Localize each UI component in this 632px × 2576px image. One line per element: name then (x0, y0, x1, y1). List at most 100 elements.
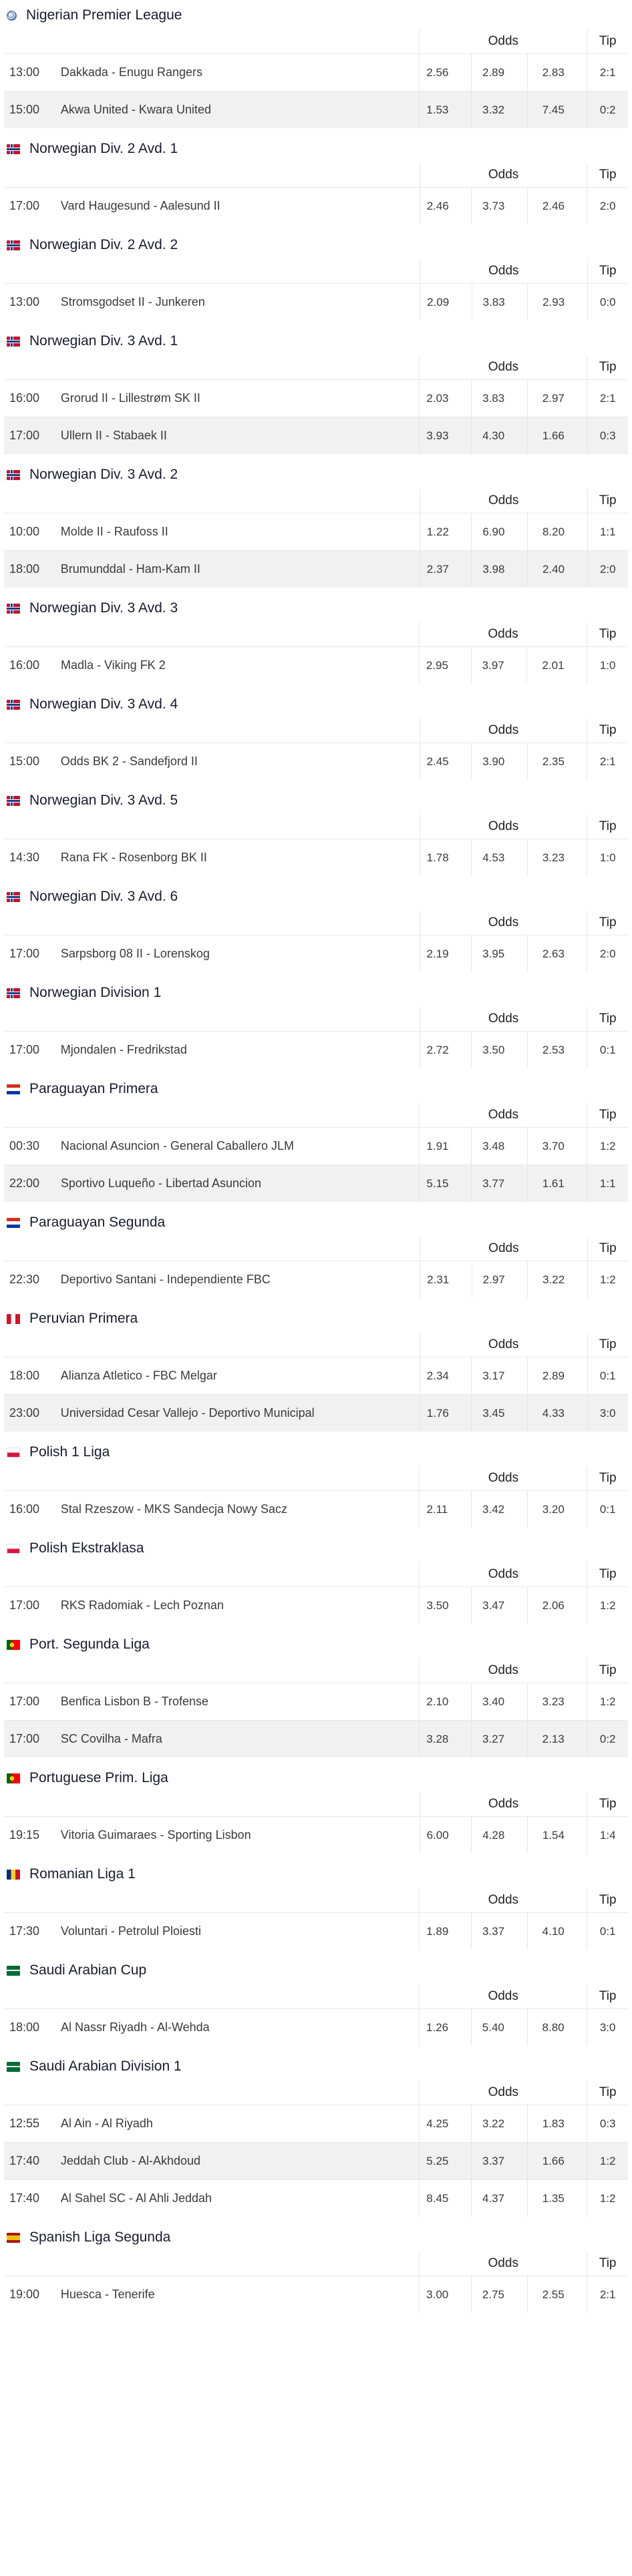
odds-home[interactable]: 2.03 (419, 379, 472, 417)
match-teams-link[interactable]: Ullern II - Stabaek II (60, 417, 420, 454)
odds-away[interactable]: 2.97 (526, 379, 587, 417)
odds-home[interactable]: 5.25 (419, 2142, 472, 2180)
odds-draw[interactable]: 3.98 (471, 550, 528, 588)
league-header[interactable]: Nigerian Premier League (4, 1, 632, 29)
odds-home[interactable]: 2.31 (420, 1261, 472, 1298)
odds-draw[interactable]: 3.17 (471, 1357, 528, 1395)
league-header[interactable]: Romanian Liga 1 (4, 1860, 632, 1888)
match-teams-link[interactable]: Stal Rzeszow - MKS Sandecja Nowy Sacz (60, 1490, 420, 1528)
match-row[interactable]: 17:00 Benfica Lisbon B - Trofense 2.10 3… (4, 1683, 628, 1721)
odds-away[interactable]: 1.35 (526, 2179, 587, 2217)
match-teams-link[interactable]: Sportivo Luqueño - Libertad Asuncion (60, 1164, 420, 1202)
match-teams-link[interactable]: Deportivo Santani - Independiente FBC (60, 1261, 420, 1298)
league-header[interactable]: Saudi Arabian Cup (4, 1956, 632, 1984)
league-header[interactable]: Portuguese Prim. Liga (4, 1764, 632, 1792)
odds-home[interactable]: 8.45 (419, 2179, 472, 2217)
match-row[interactable]: 22:30 Deportivo Santani - Independiente … (4, 1261, 628, 1298)
match-row[interactable]: 17:30 Voluntari - Petrolul Ploiesti 1.89… (4, 1912, 628, 1950)
odds-home[interactable]: 2.95 (418, 646, 472, 684)
odds-home[interactable]: 3.93 (419, 417, 472, 454)
odds-home[interactable]: 2.45 (419, 742, 472, 780)
odds-away[interactable]: 7.45 (526, 91, 587, 128)
odds-home[interactable]: 1.78 (419, 839, 472, 876)
odds-draw[interactable]: 3.22 (470, 2105, 528, 2143)
odds-away[interactable]: 2.55 (526, 2276, 587, 2313)
odds-home[interactable]: 3.28 (419, 1720, 472, 1757)
odds-home[interactable]: 2.09 (420, 283, 472, 320)
match-teams-link[interactable]: Al Ain - Al Riyadh (60, 2105, 420, 2143)
match-teams-link[interactable]: Stromsgodset II - Junkeren (60, 283, 420, 320)
match-teams-link[interactable]: Benfica Lisbon B - Trofense (60, 1683, 420, 1721)
odds-draw[interactable]: 3.42 (471, 1490, 528, 1528)
odds-away[interactable]: 3.22 (527, 1261, 588, 1298)
odds-draw[interactable]: 3.73 (471, 187, 528, 224)
match-teams-link[interactable]: Sarpsborg 08 II - Lorenskog (60, 935, 420, 972)
league-header[interactable]: Norwegian Div. 3 Avd. 5 (4, 787, 632, 815)
odds-away[interactable]: 1.66 (526, 2142, 587, 2180)
league-header[interactable]: Norwegian Div. 3 Avd. 4 (4, 690, 632, 718)
league-header[interactable]: Norwegian Div. 3 Avd. 1 (4, 327, 632, 355)
league-name[interactable]: Peruvian Primera (29, 1311, 138, 1326)
odds-draw[interactable]: 2.97 (471, 1261, 528, 1298)
league-name[interactable]: Norwegian Div. 3 Avd. 2 (29, 467, 178, 482)
odds-draw[interactable]: 3.97 (470, 646, 527, 684)
match-teams-link[interactable]: RKS Radomiak - Lech Poznan (60, 1586, 420, 1624)
league-header[interactable]: Port. Segunda Liga (4, 1631, 632, 1659)
league-name[interactable]: Spanish Liga Segunda (29, 2229, 171, 2245)
league-header[interactable]: Saudi Arabian Division 1 (4, 2053, 632, 2081)
match-row[interactable]: 17:00 RKS Radomiak - Lech Poznan 3.50 3.… (4, 1586, 628, 1624)
odds-draw[interactable]: 3.95 (471, 935, 528, 972)
odds-home[interactable]: 2.72 (419, 1031, 472, 1068)
odds-draw[interactable]: 3.45 (471, 1394, 528, 1432)
odds-away[interactable]: 2.63 (526, 935, 587, 972)
league-name[interactable]: Norwegian Div. 3 Avd. 5 (29, 793, 178, 808)
match-teams-link[interactable]: Al Nassr Riyadh - Al-Wehda (60, 2008, 420, 2046)
odds-home[interactable]: 1.22 (419, 513, 472, 551)
league-name[interactable]: Norwegian Div. 3 Avd. 4 (29, 696, 178, 712)
odds-draw[interactable]: 3.47 (471, 1586, 528, 1624)
odds-draw[interactable]: 3.48 (471, 1127, 528, 1165)
match-teams-link[interactable]: Nacional Asuncion - General Caballero JL… (60, 1127, 420, 1165)
match-teams-link[interactable]: Jeddah Club - Al-Akhdoud (60, 2142, 420, 2180)
odds-draw[interactable]: 3.27 (470, 1720, 528, 1757)
league-name[interactable]: Saudi Arabian Cup (29, 1962, 147, 1978)
odds-home[interactable]: 3.00 (419, 2276, 472, 2313)
league-header[interactable]: Polish 1 Liga (4, 1438, 632, 1466)
match-row[interactable]: 13:00 Dakkada - Enugu Rangers 2.56 2.89 … (4, 53, 628, 91)
league-name[interactable]: Norwegian Div. 3 Avd. 6 (29, 889, 178, 904)
odds-away[interactable]: 3.23 (526, 839, 587, 876)
match-teams-link[interactable]: Grorud II - Lillestrøm SK II (60, 379, 420, 417)
odds-home[interactable]: 1.91 (419, 1127, 472, 1165)
league-name[interactable]: Paraguayan Segunda (29, 1215, 166, 1230)
league-header[interactable]: Norwegian Div. 3 Avd. 2 (4, 461, 632, 489)
match-row[interactable]: 17:00 Sarpsborg 08 II - Lorenskog 2.19 3… (4, 935, 628, 972)
match-teams-link[interactable]: Universidad Cesar Vallejo - Deportivo Mu… (60, 1394, 420, 1432)
odds-home[interactable]: 2.37 (419, 550, 472, 588)
match-row[interactable]: 17:40 Al Sahel SC - Al Ahli Jeddah 8.45 … (4, 2179, 628, 2217)
odds-home[interactable]: 1.53 (419, 91, 472, 128)
league-name[interactable]: Norwegian Div. 2 Avd. 2 (29, 237, 178, 252)
odds-away[interactable]: 8.20 (526, 513, 588, 551)
odds-away[interactable]: 2.93 (527, 283, 588, 320)
match-row[interactable]: 10:00 Molde II - Raufoss II 1.22 6.90 8.… (4, 513, 628, 551)
odds-draw[interactable]: 3.77 (471, 1164, 528, 1202)
odds-away[interactable]: 2.89 (526, 1357, 587, 1395)
league-header[interactable]: Peruvian Primera (4, 1305, 632, 1333)
match-teams-link[interactable]: Brumunddal - Ham-Kam II (60, 550, 420, 588)
odds-home[interactable]: 4.25 (419, 2105, 472, 2143)
match-row[interactable]: 23:00 Universidad Cesar Vallejo - Deport… (4, 1394, 628, 1432)
odds-home[interactable]: 1.76 (419, 1394, 472, 1432)
match-row[interactable]: 15:00 Akwa United - Kwara United 1.53 3.… (4, 91, 628, 128)
odds-draw[interactable]: 5.40 (470, 2008, 528, 2046)
match-row[interactable]: 16:00 Grorud II - Lillestrøm SK II 2.03 … (4, 379, 628, 417)
match-row[interactable]: 15:00 Odds BK 2 - Sandefjord II 2.45 3.9… (4, 742, 628, 780)
league-header[interactable]: Norwegian Div. 3 Avd. 6 (4, 883, 632, 911)
odds-home[interactable]: 2.56 (419, 53, 472, 91)
odds-draw[interactable]: 6.90 (471, 513, 528, 551)
odds-draw[interactable]: 3.83 (471, 379, 528, 417)
odds-draw[interactable]: 4.30 (471, 417, 528, 454)
match-teams-link[interactable]: Dakkada - Enugu Rangers (60, 53, 420, 91)
match-teams-link[interactable]: Al Sahel SC - Al Ahli Jeddah (60, 2179, 420, 2217)
odds-away[interactable]: 3.23 (526, 1683, 587, 1721)
odds-home[interactable]: 5.15 (419, 1164, 472, 1202)
